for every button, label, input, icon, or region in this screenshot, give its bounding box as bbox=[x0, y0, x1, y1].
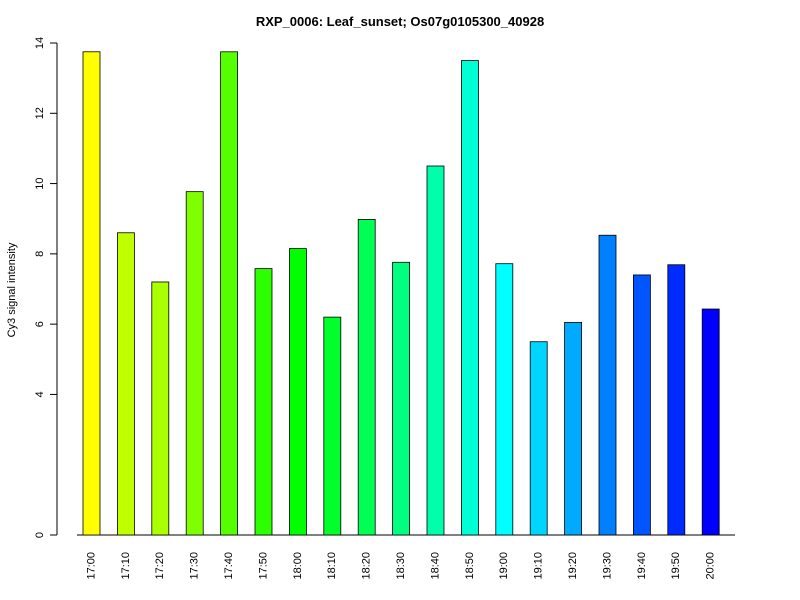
x-tick-label: 17:10 bbox=[120, 552, 132, 580]
x-tick-label: 17:50 bbox=[257, 552, 269, 580]
bar bbox=[151, 281, 170, 536]
bar bbox=[564, 321, 582, 536]
bar bbox=[701, 308, 720, 536]
x-tick-label: 19:40 bbox=[636, 552, 648, 580]
x-tick-label: 19:20 bbox=[567, 552, 579, 580]
bar bbox=[667, 264, 686, 536]
x-tick-label: 18:10 bbox=[326, 552, 338, 580]
x-tick-label: 19:50 bbox=[670, 552, 682, 580]
bar bbox=[392, 261, 411, 536]
y-tick-label: 10 bbox=[34, 177, 46, 189]
bar bbox=[323, 316, 342, 536]
x-tick-label: 17:00 bbox=[85, 552, 97, 580]
x-tick-label: 19:10 bbox=[533, 552, 545, 580]
y-tick-label: 14 bbox=[34, 37, 46, 49]
x-tick-label: 17:40 bbox=[223, 552, 235, 580]
bar bbox=[495, 263, 514, 536]
x-tick-label: 17:30 bbox=[189, 552, 201, 580]
bar bbox=[288, 248, 307, 536]
y-tick-label: 12 bbox=[34, 107, 46, 119]
bar bbox=[185, 191, 204, 536]
chart-title: RXP_0006: Leaf_sunset; Os07g0105300_4092… bbox=[255, 14, 545, 29]
bar bbox=[598, 234, 617, 536]
x-tick-label: 18:00 bbox=[292, 552, 304, 580]
bar bbox=[529, 341, 548, 536]
y-tick-label: 6 bbox=[34, 321, 46, 327]
bars bbox=[82, 51, 720, 536]
x-tick-label: 19:00 bbox=[498, 552, 510, 580]
bar bbox=[254, 268, 273, 536]
x-tick-label: 20:00 bbox=[705, 552, 717, 580]
bar bbox=[460, 60, 479, 536]
bar bbox=[220, 51, 239, 536]
bar bbox=[117, 232, 135, 536]
x-tick-label: 18:20 bbox=[361, 552, 373, 580]
bar bbox=[357, 219, 376, 536]
x-tick-label: 18:40 bbox=[429, 552, 441, 580]
x-tick-label: 18:50 bbox=[464, 552, 476, 580]
y-ticks: 0 4 6 8 10 12 14 bbox=[34, 37, 57, 538]
bar bbox=[82, 51, 101, 536]
x-tick-label: 19:30 bbox=[601, 552, 613, 580]
x-ticks: 17:00 17:10 17:20 17:30 17:40 17:50 18:00 18:10… bbox=[85, 552, 716, 580]
x-tick-label: 18:30 bbox=[395, 552, 407, 580]
x-tick-label: 17:20 bbox=[154, 552, 166, 580]
bar bbox=[426, 165, 445, 536]
y-tick-label: 0 bbox=[34, 532, 46, 538]
bar bbox=[633, 274, 651, 536]
y-tick-label: 4 bbox=[34, 391, 46, 397]
y-tick-label: 8 bbox=[34, 251, 46, 257]
